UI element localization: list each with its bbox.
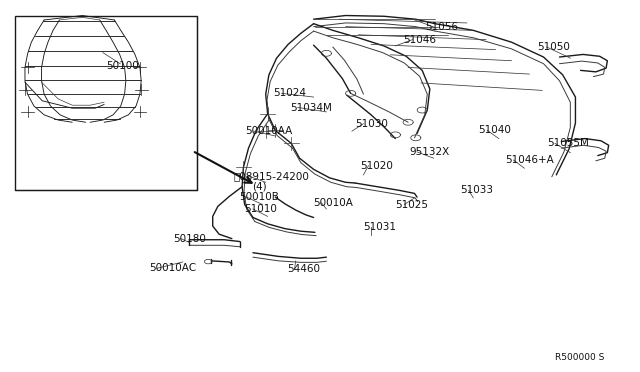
Text: 51010: 51010	[244, 204, 278, 214]
Text: 54460: 54460	[287, 264, 320, 275]
Text: 51025: 51025	[396, 199, 428, 209]
Text: R500000 S: R500000 S	[555, 353, 604, 362]
Text: 50010B: 50010B	[239, 192, 279, 202]
Text: 51024: 51024	[273, 88, 307, 98]
Text: 51031: 51031	[364, 222, 396, 232]
Text: (4): (4)	[252, 181, 266, 191]
Text: 51034M: 51034M	[290, 103, 332, 113]
Text: 50010AC: 50010AC	[149, 263, 196, 273]
Text: 51046: 51046	[403, 35, 436, 45]
Text: 51030: 51030	[355, 119, 388, 129]
Text: 50010AA: 50010AA	[245, 126, 292, 136]
Text: 50100: 50100	[106, 61, 139, 71]
Text: 51055M: 51055M	[547, 138, 589, 148]
Bar	[15, 16, 196, 190]
Text: 50010A: 50010A	[314, 198, 353, 208]
Text: 51033: 51033	[461, 186, 493, 195]
Text: 95132X: 95132X	[410, 147, 450, 157]
Text: 51020: 51020	[360, 161, 393, 171]
Text: 50180: 50180	[173, 234, 206, 244]
Text: 51040: 51040	[478, 125, 511, 135]
Text: 51046+A: 51046+A	[505, 155, 554, 165]
Text: 51050: 51050	[537, 42, 570, 52]
Text: ⓜ08915-24200: ⓜ08915-24200	[234, 171, 310, 181]
Text: 51056: 51056	[426, 22, 458, 32]
